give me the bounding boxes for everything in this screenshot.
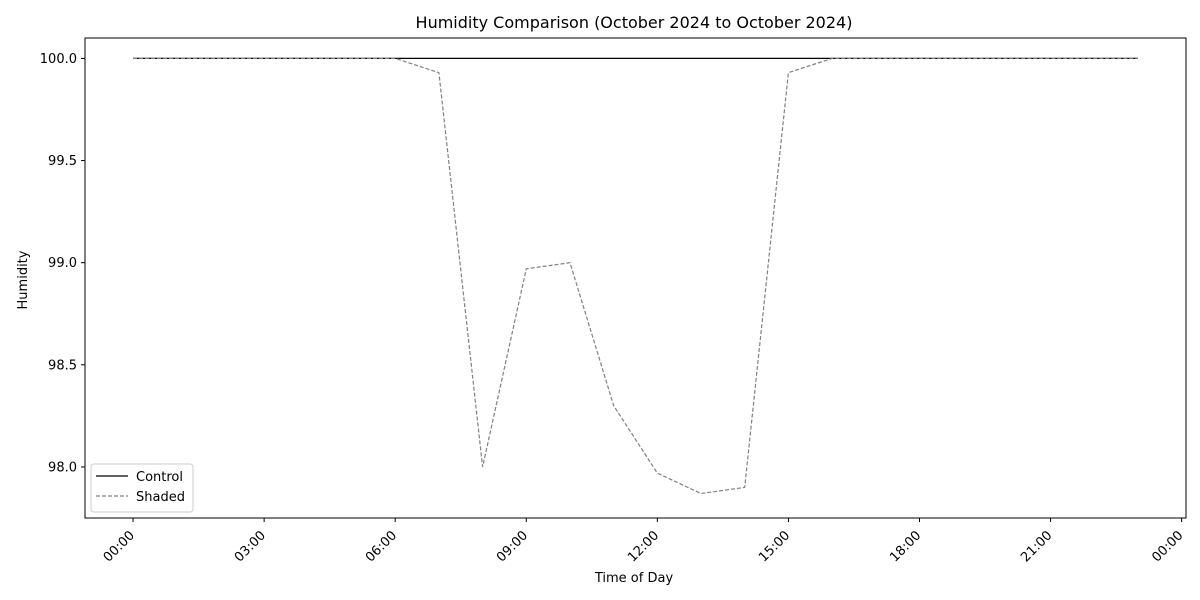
y-tick-label: 99.0: [48, 256, 77, 271]
series-layer: [133, 57, 1138, 495]
x-tick-label: 03:00: [232, 528, 269, 565]
x-axis-label: Time of Day: [594, 571, 674, 586]
chart-title: Humidity Comparison (October 2024 to Oct…: [416, 13, 853, 32]
x-axis: 00:00 03:00 06:00 09:00 12:00 15:00 18:00 21:00…: [101, 518, 1186, 565]
y-tick-label: 98.0: [48, 460, 77, 475]
y-tick-label: 98.5: [48, 358, 77, 373]
plot-area-frame: [84, 37, 1187, 519]
y-tick-label: 100.0: [40, 52, 77, 67]
y-axis: 98.0 98.5 99.0 99.5 100.0: [40, 52, 85, 475]
series-line-shaded: [133, 57, 1138, 495]
legend-label-shaded: Shaded: [136, 490, 185, 505]
x-tick-label: 12:00: [625, 528, 662, 565]
x-tick-label: 06:00: [363, 528, 400, 565]
legend-label-control: Control: [136, 470, 183, 485]
x-tick-label: 09:00: [494, 528, 531, 565]
x-tick-label: 00:00: [1149, 528, 1186, 565]
x-tick-label: 21:00: [1018, 528, 1055, 565]
x-tick-label: 00:00: [101, 528, 138, 565]
y-axis-label: Humidity: [16, 250, 31, 309]
x-tick-label: 15:00: [756, 528, 793, 565]
x-tick-label: 18:00: [887, 528, 924, 565]
legend: Control Shaded: [90, 463, 194, 513]
y-tick-label: 99.5: [48, 154, 77, 169]
